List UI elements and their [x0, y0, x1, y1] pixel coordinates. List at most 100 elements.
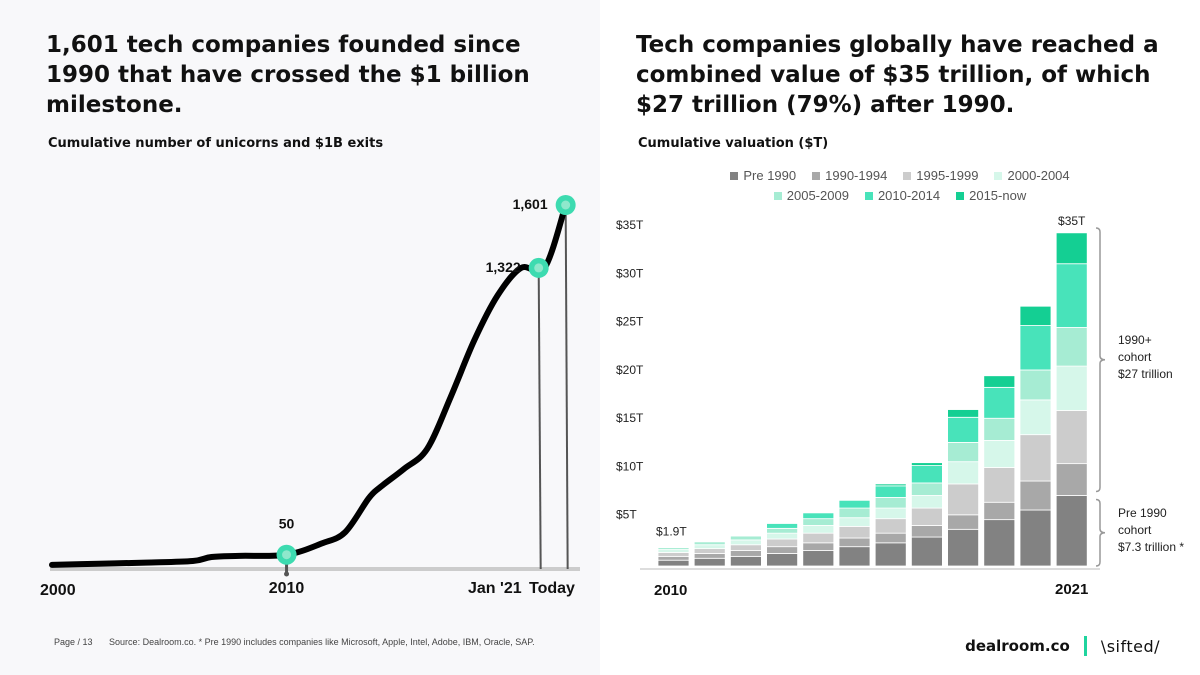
bar-segment [983, 501, 1016, 521]
legend-label: 1995-1999 [916, 168, 979, 183]
bar-segment [947, 461, 980, 485]
bar-segment [1019, 480, 1052, 511]
bar-segment [693, 541, 726, 546]
x-tick-label: 2010 [654, 582, 687, 599]
legend-swatch [730, 171, 739, 180]
bar-segment [874, 485, 907, 498]
y-tick-label: $5T [616, 508, 637, 522]
legend-swatch [812, 171, 821, 180]
bar-segment [1055, 410, 1088, 465]
left-chart-subhead: Cumulative number of unicorns and $1B ex… [48, 136, 384, 151]
legend-swatch [903, 171, 912, 180]
bar-segment [874, 542, 907, 567]
legend-label: 2010-2014 [877, 188, 941, 203]
bar-segment [766, 538, 799, 548]
data-label: 1,601 [513, 196, 548, 212]
bar-segment [657, 559, 690, 567]
bar-segment [657, 549, 690, 553]
legend-item: Pre 1990 [730, 168, 796, 183]
bar-segment [802, 525, 835, 534]
page-number: Page / 13 [54, 637, 93, 647]
legend-label: 2000-2004 [1007, 168, 1070, 183]
bar-segment [983, 440, 1016, 468]
bar-segment [766, 553, 799, 567]
bar-segment [657, 555, 690, 561]
legend-swatch [864, 191, 873, 200]
bar-segment [1055, 327, 1088, 367]
y-tick-label: $15T [616, 411, 644, 425]
x-tick-label: 2010 [269, 580, 305, 597]
bar-segment [910, 465, 943, 484]
legend-item: 2015-now [956, 188, 1026, 203]
bar-segment [947, 441, 980, 463]
drop-line [537, 267, 542, 570]
left-headline: 1,601 tech companies founded since 1990 … [46, 32, 530, 118]
bar-segment [1019, 509, 1052, 567]
bar-segment [729, 555, 762, 567]
x-tick-label: Jan '21 [468, 580, 522, 597]
right-chart-subhead: Cumulative valuation ($T) [638, 136, 829, 151]
bar-segment [1019, 305, 1052, 326]
bar-segment [766, 527, 799, 534]
y-tick-label: $35T [616, 218, 644, 232]
bar-segment [838, 507, 871, 519]
cohort-label: cohort [1118, 523, 1152, 537]
data-marker-center [282, 550, 292, 560]
bar-segment [1019, 325, 1052, 371]
bar-segment [983, 417, 1016, 441]
bar-segment [802, 550, 835, 567]
bar-segment [657, 552, 690, 557]
bar-segment [910, 462, 943, 466]
bar-segment [983, 375, 1016, 388]
bar-segment [1055, 463, 1088, 496]
bar-segment [657, 547, 690, 550]
bar-segment [910, 482, 943, 496]
legend-label: 2015-now [969, 188, 1027, 203]
legend-item: 2005-2009 [773, 188, 849, 203]
footer: Page / 13 Source: Dealroom.co. * Pre 199… [54, 637, 535, 647]
y-tick-label: $20T [616, 363, 644, 377]
bar-segment [910, 536, 943, 567]
cohort-label: $7.3 trillion * [1118, 540, 1184, 554]
legend-swatch [994, 171, 1003, 180]
bar-segment [1055, 263, 1088, 328]
bar-segment [838, 526, 871, 539]
bar-segment [838, 546, 871, 567]
cohort-label: cohort [1118, 350, 1152, 364]
dealroom-logo: dealroom.co [965, 637, 1070, 655]
bar-segment [693, 544, 726, 550]
x-tick-label: 2021 [1055, 581, 1088, 598]
data-label: $1.9T [656, 525, 687, 539]
bar-segment [1055, 365, 1088, 411]
cohort-label: Pre 1990 [1118, 506, 1167, 520]
bar-segment [766, 523, 799, 529]
legend-swatch [773, 191, 782, 200]
bar-segment [729, 544, 762, 551]
bar-segment [947, 409, 980, 418]
x-tick-dot [284, 571, 290, 577]
legend-item: 2000-2004 [994, 168, 1070, 183]
valuation-legend: Pre 1990 1990-1994 1995-1999 2000-2004 2005-… [690, 168, 1110, 208]
bar-segment [983, 467, 1016, 503]
unicorn-line-chart: 50 1,322 1,601 2000 2010 Jan '21 Today [40, 195, 580, 599]
bar-segment [729, 550, 762, 557]
cohort-label: 1990+ [1118, 333, 1152, 347]
bar-segment [983, 519, 1016, 567]
bar-segment [729, 539, 762, 546]
bar-segment [1019, 434, 1052, 482]
legend-swatch [956, 191, 965, 200]
brand-divider [1083, 636, 1087, 656]
bar-segment [838, 499, 871, 509]
bar-segment [910, 525, 943, 538]
bar-segment [874, 518, 907, 534]
sifted-logo: \sifted/ [1100, 636, 1160, 656]
data-label: 50 [279, 516, 295, 532]
bar-segment [802, 512, 835, 520]
bar-segment [838, 517, 871, 527]
bar-segment [1055, 232, 1088, 265]
x-tick-label: 2000 [40, 582, 76, 599]
bar-segment [874, 497, 907, 509]
bar-segment [874, 507, 907, 520]
legend-item: 1990-1994 [812, 168, 887, 183]
legend-row: 2005-2009 2010-2014 2015-now [690, 188, 1110, 203]
